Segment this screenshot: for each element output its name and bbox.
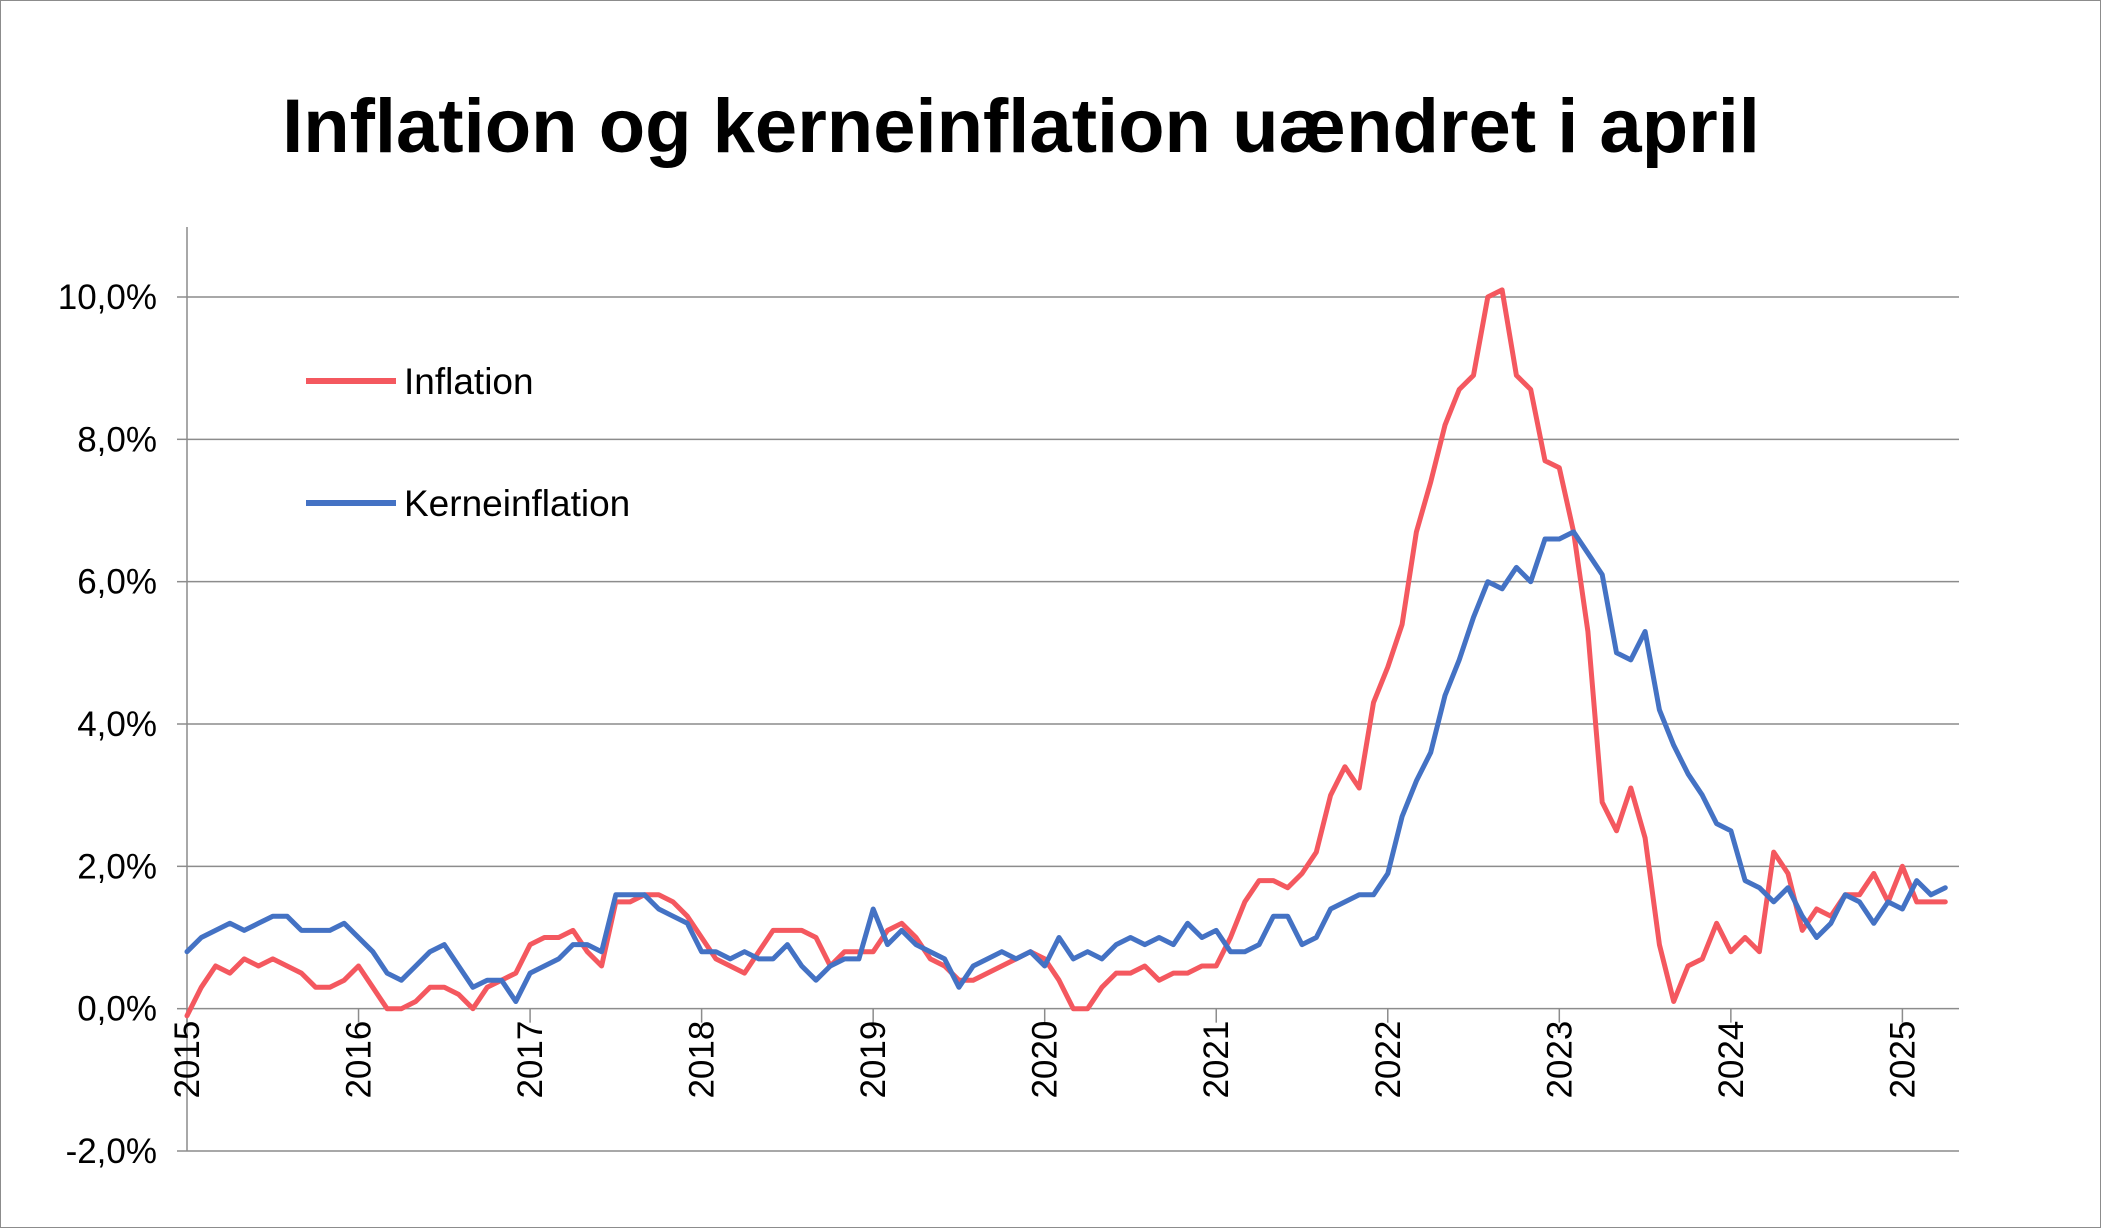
y-tick-label: 6,0% <box>77 563 157 602</box>
y-axis-tick-labels: -2,0% 0,0% 2,0% 4,0% 6,0% 8,0% 10,0% <box>58 278 157 1171</box>
x-tick-label: 2023 <box>1540 1021 1579 1099</box>
gridlines <box>187 296 1959 1152</box>
legend-label-inflation: Inflation <box>404 361 534 402</box>
y-tick-label: -2,0% <box>66 1132 157 1171</box>
series-line-kerneinflation <box>184 529 1948 1004</box>
legend-label-kerneinflation: Kerneinflation <box>404 483 630 524</box>
y-tick-label: 10,0% <box>58 278 157 317</box>
x-tick-label: 2015 <box>168 1021 207 1099</box>
x-tick-label: 2024 <box>1712 1021 1751 1099</box>
x-tick-label: 2016 <box>340 1021 379 1099</box>
chart-title: Inflation og kerneinflation uændret i ap… <box>282 84 1760 169</box>
x-tick-label: 2025 <box>1883 1021 1922 1099</box>
x-tick-label: 2017 <box>511 1021 550 1099</box>
x-tick-label: 2018 <box>683 1021 722 1099</box>
y-tick-label: 8,0% <box>77 420 157 459</box>
x-tick-label: 2019 <box>854 1021 893 1099</box>
y-tick-label: 2,0% <box>77 847 157 886</box>
series-line-inflation <box>184 287 1948 1019</box>
legend: Inflation Kerneinflation <box>306 361 630 524</box>
x-tick-label: 2022 <box>1369 1021 1408 1099</box>
y-tick-label: 0,0% <box>77 990 157 1029</box>
series-lines <box>184 287 1948 1019</box>
y-tick-label: 4,0% <box>77 705 157 744</box>
x-axis-tick-labels: 2015 2016 2017 2018 2019 2020 2021 2022 2023 2024… <box>168 1021 1922 1099</box>
x-tick-label: 2020 <box>1026 1021 1065 1099</box>
x-tick-label: 2021 <box>1197 1021 1236 1099</box>
